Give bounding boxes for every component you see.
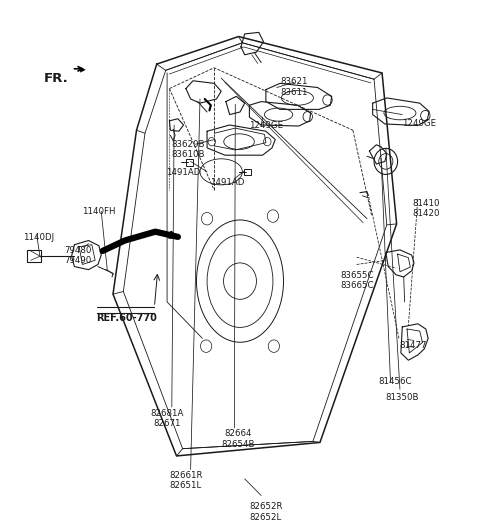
Text: 82652R
82652L: 82652R 82652L (249, 502, 283, 521)
Text: 83621
83611: 83621 83611 (280, 77, 308, 97)
Text: 82681A
82671: 82681A 82671 (150, 409, 184, 428)
Text: REF.60-770: REF.60-770 (96, 313, 157, 323)
Text: 82664
82654B: 82664 82654B (221, 430, 254, 449)
Text: 81477: 81477 (399, 341, 427, 350)
Text: FR.: FR. (43, 72, 68, 85)
Text: 83620B
83610B: 83620B 83610B (171, 140, 205, 159)
Text: 1249GE: 1249GE (402, 119, 436, 128)
Text: 79480
79490: 79480 79490 (64, 246, 91, 265)
Text: 1140DJ: 1140DJ (23, 233, 54, 242)
Text: 83655C
83665C: 83655C 83665C (340, 271, 373, 290)
Text: 1140FH: 1140FH (82, 207, 116, 216)
Text: 81410
81420: 81410 81420 (412, 199, 440, 218)
Text: 1491AD: 1491AD (167, 168, 201, 177)
Text: 82661R
82651L: 82661R 82651L (169, 471, 203, 491)
Text: 81350B: 81350B (385, 393, 419, 402)
Text: 1249GE: 1249GE (249, 121, 283, 130)
Text: 1491AD: 1491AD (210, 178, 245, 187)
Text: 81456C: 81456C (379, 378, 412, 387)
